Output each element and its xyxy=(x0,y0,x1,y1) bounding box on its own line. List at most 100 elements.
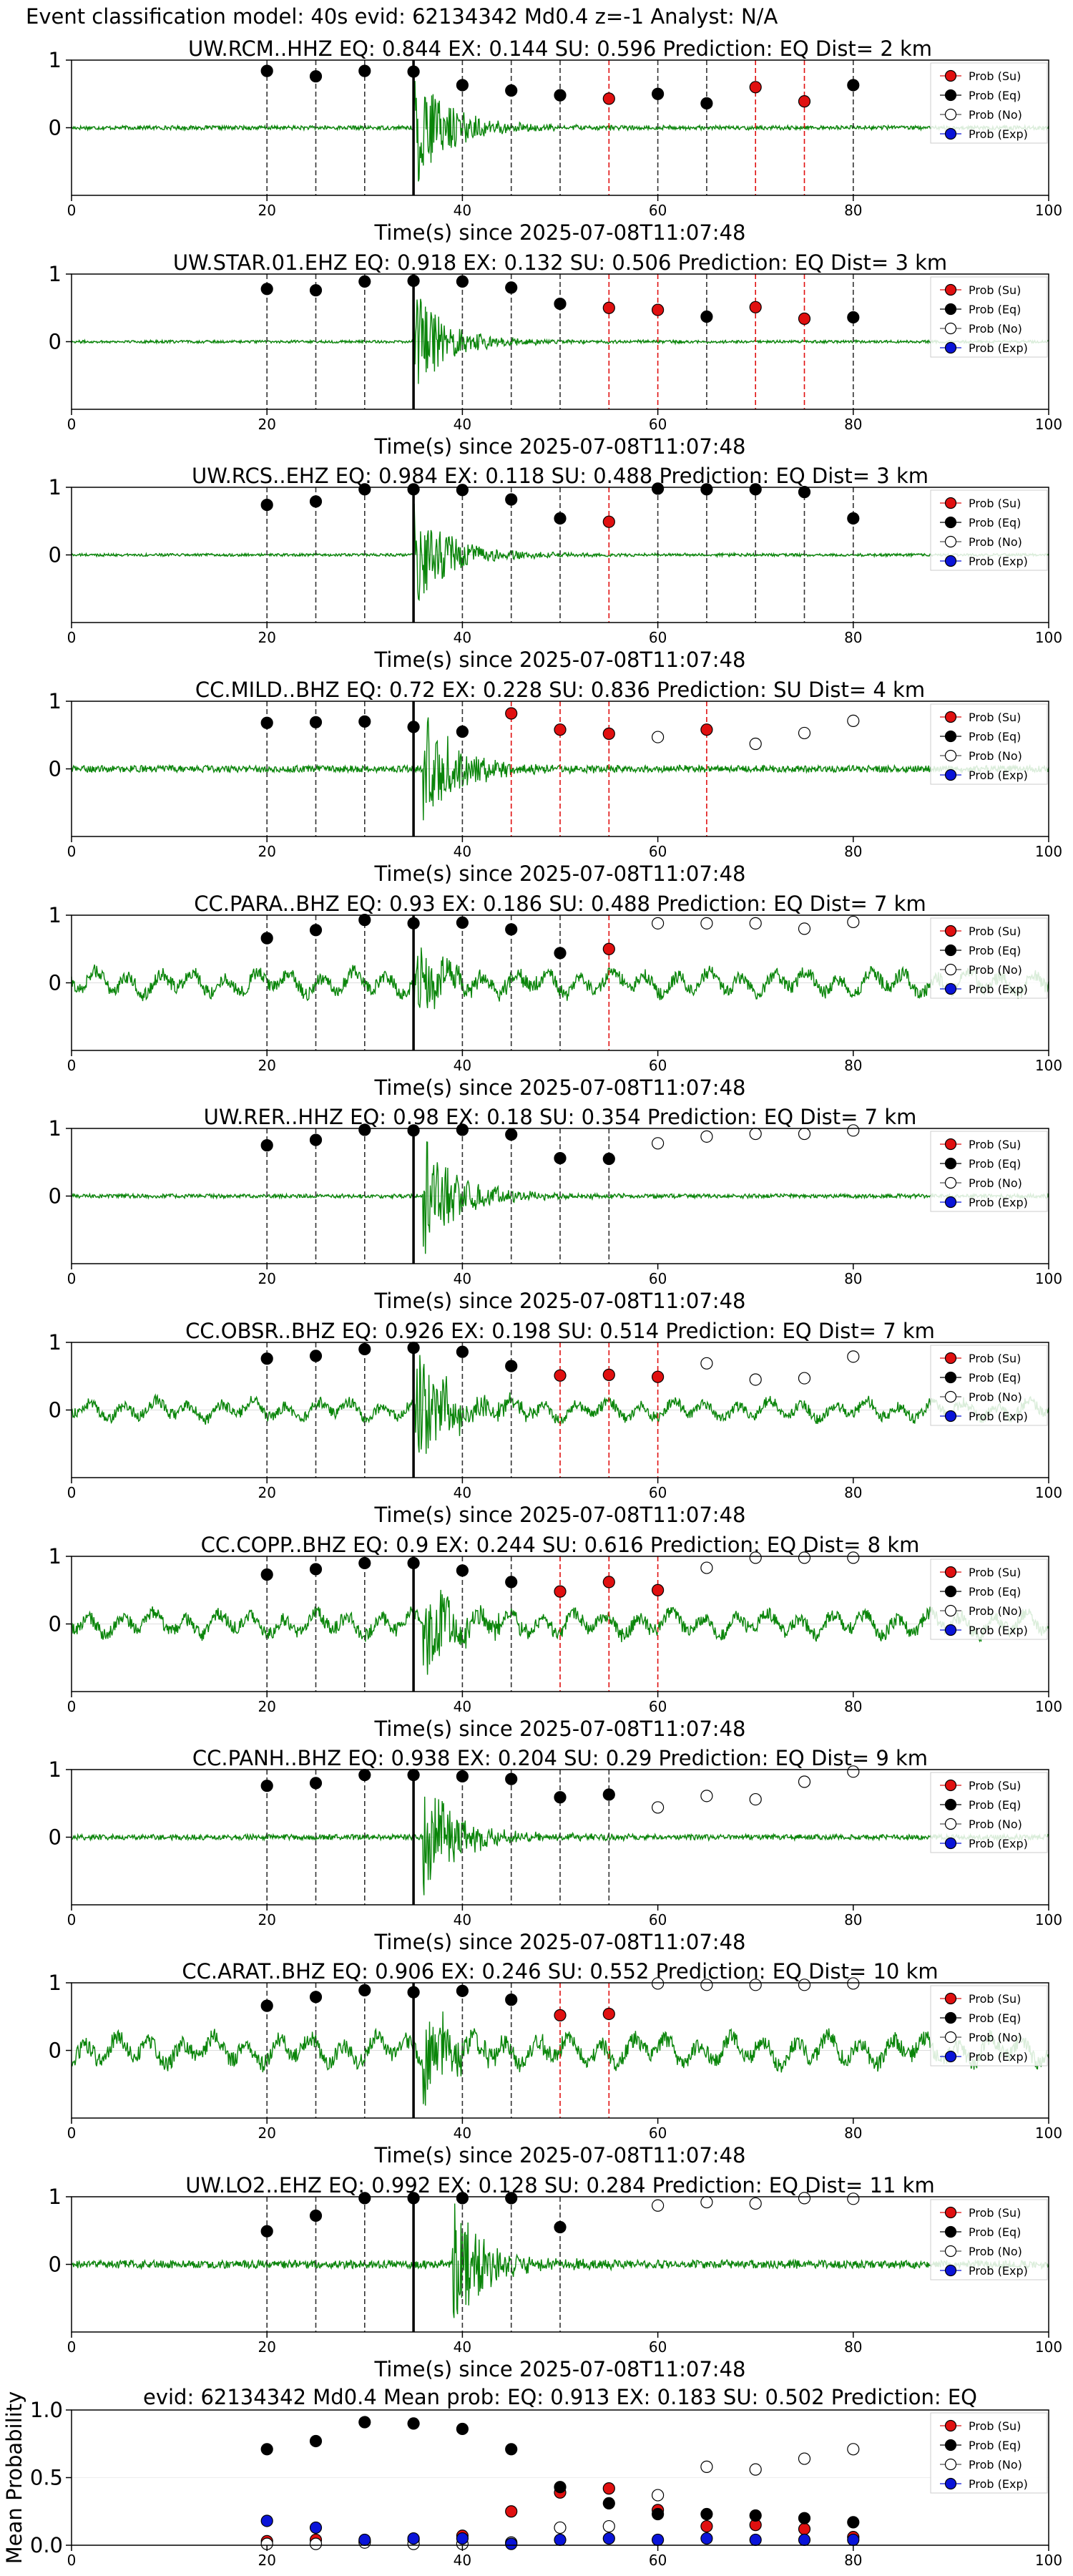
legend-marker xyxy=(944,730,957,743)
prob-point xyxy=(651,1977,665,1990)
legend-marker xyxy=(944,924,957,937)
prob-point xyxy=(407,483,420,496)
legend-marker xyxy=(944,1798,957,1811)
x-tick-label: 100 xyxy=(1035,416,1062,433)
x-tick-label: 40 xyxy=(454,843,471,860)
y-tick-label: 1 xyxy=(49,1757,62,1782)
panel-title: CC.ARAT..BHZ EQ: 0.906 EX: 0.246 SU: 0.5… xyxy=(182,1959,938,1984)
x-axis-label: Time(s) since 2025-07-08T11:07:48 xyxy=(374,862,746,886)
y-tick-label: 0 xyxy=(49,1184,62,1209)
legend-marker xyxy=(944,1352,957,1365)
prob-point xyxy=(700,1561,713,1574)
prob-point xyxy=(260,1352,273,1365)
prob-point xyxy=(358,1342,371,1356)
legend-label: Prob (Eq) xyxy=(969,730,1021,743)
mean-prob-point xyxy=(749,2509,762,2522)
prob-point xyxy=(456,916,469,929)
x-tick-label: 0 xyxy=(67,2338,77,2356)
legend-marker xyxy=(944,2477,957,2490)
legend-label: Prob (No) xyxy=(969,108,1022,122)
prob-point xyxy=(847,2192,860,2205)
legend-label: Prob (Su) xyxy=(969,1992,1021,2006)
x-tick-label: 100 xyxy=(1035,202,1062,219)
prob-point xyxy=(407,2192,420,2205)
x-tick-label: 60 xyxy=(649,843,667,860)
prob-point xyxy=(700,1130,713,1143)
mean-prob-point xyxy=(798,2533,811,2547)
prob-point xyxy=(407,1124,420,1137)
x-tick-label: 20 xyxy=(258,416,275,433)
mean-prob-point xyxy=(700,2519,713,2533)
mean-prob-point xyxy=(602,2519,615,2533)
prob-point xyxy=(309,2209,323,2223)
prob-point xyxy=(602,942,615,955)
prob-point xyxy=(358,1984,371,1996)
prob-point xyxy=(260,716,273,729)
x-tick-label: 0 xyxy=(67,202,77,219)
waveform-trace xyxy=(71,2011,1049,2106)
station-panel: UW.RCS..EHZ EQ: 0.984 EX: 0.118 SU: 0.48… xyxy=(49,464,1063,672)
mean-prob-point xyxy=(260,2514,273,2527)
prob-point xyxy=(554,1585,567,1598)
prob-point xyxy=(260,64,273,77)
x-axis-label: Time(s) since 2025-07-08T11:07:48 xyxy=(374,2143,746,2167)
legend-label: Prob (Eq) xyxy=(969,2225,1021,2239)
prob-point xyxy=(309,716,323,728)
prob-point xyxy=(358,483,371,496)
legend-marker xyxy=(944,89,957,102)
legend-marker xyxy=(944,322,957,335)
station-panel: CC.ARAT..BHZ EQ: 0.906 EX: 0.246 SU: 0.5… xyxy=(49,1959,1063,2167)
legend-label: Prob (No) xyxy=(969,1390,1022,1404)
y-tick-label: 0 xyxy=(49,1612,62,1636)
prob-point xyxy=(407,1986,420,1999)
x-tick-label: 40 xyxy=(454,202,471,219)
legend-marker xyxy=(944,2264,957,2277)
x-tick-label: 60 xyxy=(649,416,667,433)
legend-marker xyxy=(944,1371,957,1384)
x-tick-label: 100 xyxy=(1035,1911,1062,1928)
legend-marker xyxy=(944,1779,957,1792)
x-tick-label: 0 xyxy=(67,1057,77,1074)
legend-marker xyxy=(944,1196,957,1209)
legend-marker xyxy=(944,1992,957,2005)
prob-point xyxy=(358,715,371,728)
x-axis-label: Time(s) since 2025-07-08T11:07:48 xyxy=(374,1717,746,1741)
prob-point xyxy=(651,87,665,100)
prob-point xyxy=(602,515,615,528)
legend-label: Prob (Eq) xyxy=(969,1798,1021,1812)
y-axis-label: Mean Probability xyxy=(2,2391,26,2565)
prob-point xyxy=(554,1791,567,1804)
prob-point xyxy=(505,923,518,936)
x-tick-label: 60 xyxy=(649,1698,667,1715)
legend-label: Prob (Exp) xyxy=(969,982,1028,996)
legend-label: Prob (Su) xyxy=(969,1779,1021,1792)
prob-point xyxy=(749,1373,762,1386)
x-tick-label: 20 xyxy=(258,2552,275,2569)
x-tick-label: 20 xyxy=(258,1057,275,1074)
mean-prob-point xyxy=(651,2507,665,2521)
y-tick-label: 1 xyxy=(49,1544,62,1568)
prob-point xyxy=(651,731,665,743)
legend-marker xyxy=(944,303,957,316)
station-panel: CC.PANH..BHZ EQ: 0.938 EX: 0.204 SU: 0.2… xyxy=(49,1746,1063,1954)
waveform-trace xyxy=(71,503,1049,602)
y-tick-label: 0 xyxy=(49,2253,62,2277)
panel-title: UW.RER..HHZ EQ: 0.98 EX: 0.18 SU: 0.354 … xyxy=(204,1105,917,1129)
legend-marker xyxy=(944,982,957,995)
waveform-trace xyxy=(71,1589,1049,1675)
prob-point xyxy=(847,1977,860,1990)
x-axis-label: Time(s) since 2025-07-08T11:07:48 xyxy=(374,1289,746,1313)
prob-point xyxy=(651,303,665,316)
legend-marker xyxy=(944,2439,957,2451)
prob-point xyxy=(847,1350,860,1363)
prob-point xyxy=(456,1345,469,1358)
legend-label: Prob (Exp) xyxy=(969,1837,1028,1850)
x-tick-label: 100 xyxy=(1035,1698,1062,1715)
y-tick-label: 0.5 xyxy=(30,2466,63,2490)
prob-point xyxy=(505,1128,518,1141)
prob-point xyxy=(456,1770,469,1783)
mean-prob-point xyxy=(505,2537,518,2550)
x-tick-label: 60 xyxy=(649,1057,667,1074)
legend-marker xyxy=(944,108,957,121)
prob-point xyxy=(407,274,420,288)
